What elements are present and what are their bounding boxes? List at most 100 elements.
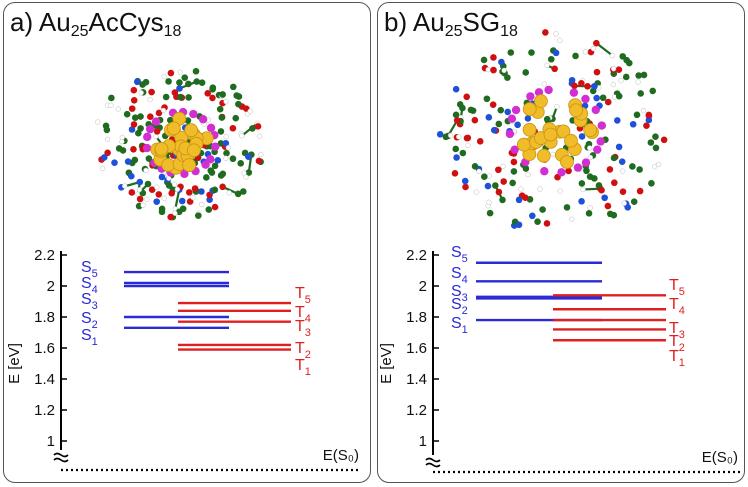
atom bbox=[155, 109, 163, 117]
axis-break bbox=[53, 457, 69, 463]
atom bbox=[486, 173, 492, 179]
singlet-subscript: 2 bbox=[462, 305, 468, 317]
sulfur-atom bbox=[505, 129, 515, 139]
atom bbox=[225, 145, 232, 151]
atom bbox=[497, 106, 505, 114]
gold-atom bbox=[536, 148, 551, 163]
atom bbox=[146, 113, 154, 121]
atom bbox=[640, 71, 648, 79]
triplet-subscript: 4 bbox=[305, 313, 311, 325]
triplet-subscript: 2 bbox=[679, 342, 685, 354]
atom bbox=[557, 37, 563, 43]
y-tick-label: 1.4 bbox=[34, 371, 55, 388]
atom bbox=[245, 153, 252, 160]
atom bbox=[633, 111, 641, 119]
triplet-label: T4 bbox=[669, 296, 685, 317]
atom bbox=[453, 117, 461, 124]
atom bbox=[162, 93, 170, 101]
atom bbox=[128, 105, 136, 112]
singlet-subscript: 2 bbox=[92, 319, 98, 331]
atom bbox=[258, 151, 264, 158]
gold-atom bbox=[187, 143, 201, 158]
atom bbox=[119, 139, 125, 145]
atom bbox=[651, 164, 658, 170]
sulfur-atom bbox=[143, 132, 152, 142]
y-tick-label: 1 bbox=[47, 433, 55, 450]
singlet-subscript: 3 bbox=[462, 292, 468, 304]
atom bbox=[495, 120, 503, 128]
atom bbox=[629, 120, 637, 128]
atom bbox=[557, 188, 563, 194]
atom bbox=[637, 90, 644, 97]
atom bbox=[103, 126, 111, 134]
sulfur-atom bbox=[591, 105, 600, 115]
atom bbox=[636, 187, 644, 195]
atom bbox=[177, 69, 184, 75]
atom bbox=[147, 96, 153, 103]
atom bbox=[572, 52, 579, 60]
atom bbox=[154, 184, 160, 190]
atom bbox=[136, 178, 144, 186]
atom bbox=[123, 110, 131, 118]
atom bbox=[217, 128, 225, 135]
atom bbox=[136, 195, 144, 203]
sulfur-atom bbox=[597, 121, 607, 130]
atom bbox=[239, 133, 245, 139]
triplet-subscript: 3 bbox=[679, 329, 685, 341]
atom bbox=[606, 210, 614, 218]
atom bbox=[485, 67, 491, 73]
gold-atom bbox=[154, 142, 169, 156]
sulfur-atom bbox=[569, 88, 579, 97]
atom bbox=[615, 92, 623, 100]
atom bbox=[207, 167, 215, 174]
atom bbox=[474, 189, 480, 195]
atom bbox=[235, 100, 242, 108]
panel-title: a) Au25AcCys18 bbox=[10, 7, 182, 40]
atom bbox=[115, 106, 121, 112]
atom bbox=[193, 78, 201, 85]
atom bbox=[233, 92, 240, 99]
triplet-subscript: 5 bbox=[679, 286, 685, 298]
atom bbox=[229, 83, 237, 91]
atom bbox=[591, 82, 598, 90]
bond bbox=[595, 42, 614, 57]
sulfur-atom bbox=[189, 109, 198, 119]
atom bbox=[140, 202, 146, 208]
atom bbox=[211, 162, 219, 170]
atom bbox=[198, 79, 206, 87]
sulfur-atom bbox=[507, 114, 517, 123]
atom bbox=[111, 159, 118, 166]
atom bbox=[467, 106, 475, 114]
atom bbox=[168, 189, 176, 197]
atom bbox=[452, 145, 460, 153]
sulfur-atom bbox=[557, 168, 566, 177]
atom bbox=[237, 160, 245, 167]
atom bbox=[620, 168, 626, 174]
axis-break bbox=[425, 462, 441, 468]
atom bbox=[476, 138, 484, 145]
atom bbox=[522, 194, 529, 201]
atom bbox=[499, 196, 506, 204]
atom bbox=[587, 205, 593, 211]
atom bbox=[137, 113, 144, 120]
triplet-subscript: 2 bbox=[305, 349, 311, 361]
atom bbox=[124, 158, 132, 165]
atom bbox=[95, 119, 101, 125]
atom bbox=[130, 86, 138, 94]
ground-state-label: E(S₀) bbox=[323, 447, 359, 464]
sulfur-atom bbox=[573, 163, 583, 172]
atom bbox=[459, 149, 467, 157]
atom bbox=[587, 154, 594, 161]
atom bbox=[543, 220, 551, 227]
atom bbox=[629, 163, 636, 170]
atom bbox=[229, 155, 237, 163]
gold-atom bbox=[182, 158, 197, 172]
atom bbox=[518, 186, 524, 192]
atom bbox=[128, 126, 136, 133]
atom bbox=[547, 55, 555, 63]
atom bbox=[191, 185, 199, 192]
atom bbox=[205, 206, 213, 213]
singlet-subscript: 1 bbox=[462, 324, 468, 336]
y-tick-label: 1.2 bbox=[406, 402, 427, 419]
atom bbox=[451, 169, 459, 177]
